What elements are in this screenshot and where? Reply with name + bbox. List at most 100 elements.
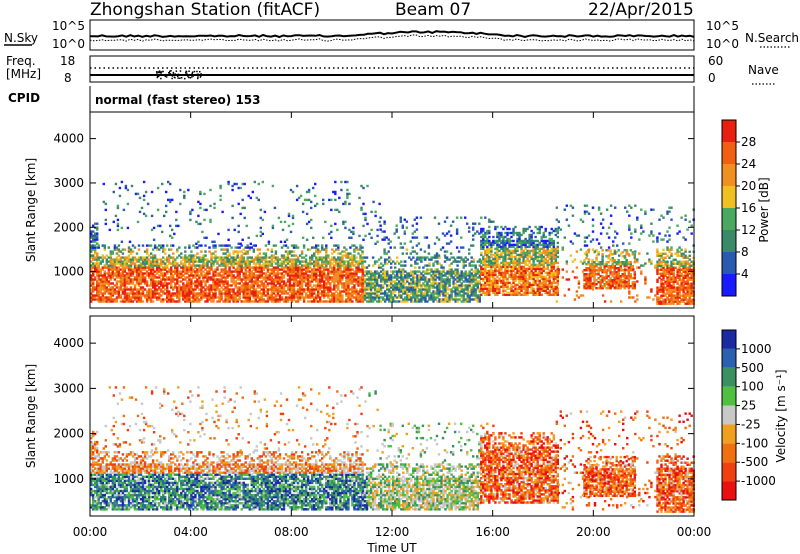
- heat-cell: [244, 252, 247, 255]
- heat-cell: [268, 278, 272, 281]
- heat-cell: [542, 239, 545, 243]
- heat-cell: [496, 235, 499, 239]
- heat-cell: [470, 280, 473, 283]
- heat-cell: [369, 294, 373, 297]
- heat-cell: [502, 289, 505, 292]
- heat-cell: [540, 277, 543, 281]
- heat-cell: [357, 282, 360, 285]
- heat-cell: [125, 262, 129, 265]
- heat-cell: [222, 280, 225, 283]
- heat-cell: [296, 294, 300, 297]
- heat-cell: [121, 278, 125, 281]
- heat-cell: [113, 298, 117, 301]
- heat-cell: [182, 264, 185, 267]
- heat-cell: [115, 282, 119, 285]
- heat-cell: [280, 298, 284, 301]
- heat-cell: [184, 294, 187, 297]
- heat-cell: [145, 266, 149, 269]
- heat-cell: [184, 278, 187, 281]
- heat-cell: [166, 286, 169, 289]
- heat-cell: [484, 251, 487, 255]
- heat-cell: [315, 248, 318, 251]
- heat-cell: [402, 278, 405, 281]
- heat-cell: [335, 286, 338, 289]
- heat-cell: [192, 268, 195, 271]
- heat-cell: [347, 300, 350, 303]
- heat-cell: [589, 269, 592, 272]
- heat-cell: [182, 282, 185, 285]
- heat-cell: [238, 298, 241, 301]
- heat-cell: [434, 280, 437, 283]
- heat-cell: [96, 282, 99, 285]
- heat-cell: [92, 246, 95, 249]
- heat-cell: [135, 270, 139, 273]
- heat-cell: [627, 277, 631, 280]
- heat-cell: [488, 275, 491, 279]
- heat-cell: [375, 294, 379, 297]
- heat-cell: [153, 254, 157, 257]
- heat-cell: [174, 270, 177, 273]
- heat-cell: [396, 282, 399, 285]
- heat-cell: [345, 282, 348, 285]
- heat-cell: [502, 261, 505, 265]
- heat-cell: [514, 249, 517, 253]
- heat-cell: [155, 280, 159, 283]
- heat-cell: [103, 274, 107, 277]
- heat-cell: [121, 272, 125, 275]
- heat-cell: [402, 300, 405, 303]
- heat-cell: [149, 262, 153, 265]
- heat-cell: [206, 296, 209, 299]
- heat-cell: [542, 251, 545, 255]
- heat-cell: [206, 272, 209, 275]
- heat-cell: [432, 276, 435, 279]
- heat-cell: [292, 276, 296, 279]
- heat-cell: [518, 245, 521, 249]
- heat-cell: [160, 282, 163, 285]
- heat-cell: [200, 272, 203, 275]
- heat-cell: [373, 276, 377, 279]
- heat-cell: [508, 287, 511, 290]
- heat-cell: [323, 280, 326, 283]
- heat-cell: [526, 255, 529, 259]
- heat-cell: [552, 285, 556, 288]
- heat-cell: [546, 255, 549, 259]
- heat-cell: [357, 278, 360, 281]
- heat-cell: [494, 281, 497, 285]
- heat-cell: [174, 282, 177, 285]
- heat-cell: [587, 285, 590, 288]
- heat-cell: [426, 286, 429, 289]
- heat-cell: [488, 229, 491, 233]
- heat-cell: [518, 257, 521, 261]
- heat-cell: [288, 276, 292, 279]
- heat-cell: [244, 272, 247, 275]
- heat-cell: [94, 278, 97, 281]
- heat-cell: [536, 231, 539, 235]
- heat-cell: [268, 274, 272, 277]
- heat-cell: [418, 298, 421, 301]
- heat-cell: [302, 264, 306, 267]
- heat-cell: [232, 258, 235, 261]
- heat-cell: [147, 268, 151, 271]
- heat-cell: [151, 284, 155, 287]
- heat-cell: [311, 262, 314, 265]
- heat-cell: [313, 272, 316, 275]
- heat-cell: [474, 278, 477, 281]
- heat-cell: [238, 264, 241, 267]
- heat-cell: [540, 235, 543, 239]
- heat-cell: [472, 290, 475, 293]
- heat-cell: [298, 290, 302, 293]
- heat-cell: [196, 274, 199, 277]
- heat-cell: [103, 272, 107, 275]
- heat-cell: [528, 249, 531, 253]
- heat-cell: [248, 274, 252, 277]
- heat-cell: [536, 263, 539, 267]
- heat-cell: [528, 251, 531, 255]
- heat-cell: [514, 257, 517, 261]
- heat-cell: [186, 282, 189, 285]
- heat-cell: [109, 258, 113, 261]
- heat-cell: [452, 256, 455, 259]
- heat-cell: [284, 260, 288, 263]
- heat-cell: [272, 278, 276, 281]
- heat-cell: [151, 300, 155, 303]
- heat-cell: [226, 300, 229, 303]
